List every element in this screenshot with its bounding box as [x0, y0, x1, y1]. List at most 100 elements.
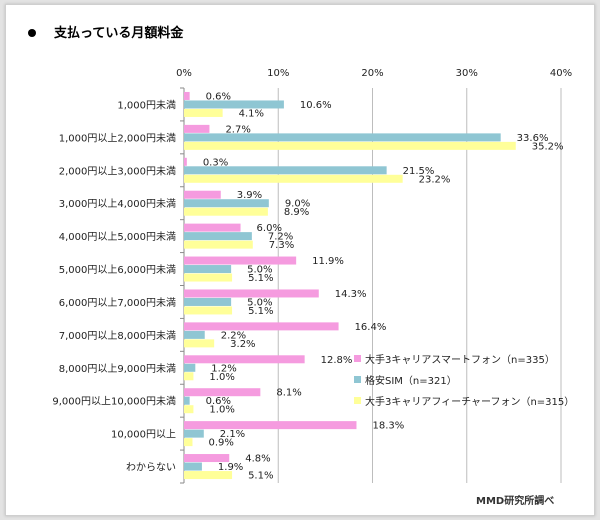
data-label: 4.1% [239, 108, 264, 119]
bar [184, 355, 305, 364]
x-tick-label: 40% [550, 68, 572, 79]
data-label: 14.3% [335, 289, 367, 300]
bar [184, 273, 233, 282]
data-label: 11.9% [312, 256, 344, 267]
data-label: 5.0% [247, 297, 272, 308]
data-label: 21.5% [403, 166, 435, 177]
data-label: 3.2% [230, 339, 255, 350]
bar [184, 133, 501, 142]
legend-swatch [354, 397, 361, 404]
data-label: 0.3% [203, 157, 228, 168]
data-label: 7.3% [269, 240, 294, 251]
bar [184, 265, 232, 274]
data-label: 0.9% [208, 438, 233, 449]
bar [184, 339, 215, 348]
data-label: 1.0% [209, 372, 234, 383]
data-label: 5.1% [248, 273, 273, 284]
data-label: 5.0% [247, 265, 272, 276]
category-label: 3,000円以上4,000円未満 [59, 198, 176, 210]
data-label: 7.2% [268, 232, 293, 243]
data-label: 23.2% [419, 174, 451, 185]
data-label: 1.9% [218, 462, 243, 473]
x-tick-label: 0% [176, 68, 192, 79]
data-label: 0.6% [206, 91, 231, 102]
category-label: 6,000円以上7,000円未満 [59, 297, 176, 309]
category-label: 1,000円以上2,000円未満 [59, 132, 176, 144]
bar [184, 429, 204, 438]
data-label: 4.8% [245, 454, 270, 465]
bar [184, 199, 269, 208]
data-label: 33.6% [517, 133, 549, 144]
bar [184, 141, 516, 150]
data-label: 18.3% [372, 421, 404, 432]
legend-swatch [354, 355, 361, 362]
category-label: わからない [126, 462, 176, 474]
category-label: 9,000円以上10,000円未満 [52, 396, 176, 408]
bar [184, 297, 232, 306]
data-label: 8.1% [276, 388, 301, 399]
bar [184, 256, 297, 265]
source-credit: MMD研究所調べ [476, 496, 555, 507]
x-tick-label: 10% [267, 68, 289, 79]
category-label: 7,000円以上8,000円未満 [59, 330, 176, 342]
chart-frame: 支払っている月額料金 0% 10% 20% 30% 40% 1,000円未満 0.6% 10.… [5, 4, 595, 516]
data-label: 16.4% [355, 322, 387, 333]
data-label: 12.8% [321, 355, 353, 366]
data-label: 0.6% [206, 396, 231, 407]
bar [184, 330, 205, 339]
bar [184, 91, 190, 100]
title-bullet-icon [28, 29, 36, 37]
bar [184, 471, 233, 480]
bar [184, 322, 339, 331]
bar [184, 405, 194, 414]
bar [184, 372, 194, 381]
bar [184, 306, 233, 315]
bar [184, 223, 241, 232]
bar [184, 388, 261, 397]
category-label: 1,000円未満 [117, 99, 176, 111]
data-label: 2.1% [220, 429, 245, 440]
legend-label: 格安SIM（n=321） [365, 374, 457, 387]
legend-label: 大手3キャリアスマートフォン（n=335） [365, 353, 555, 366]
data-label: 5.1% [248, 306, 273, 317]
data-label: 3.9% [237, 190, 262, 201]
bar [184, 363, 196, 372]
bar [184, 438, 193, 447]
category-label: 10,000円以上 [111, 429, 176, 441]
x-tick-label: 20% [361, 68, 383, 79]
bar [184, 421, 357, 430]
bar [184, 396, 190, 405]
category-label: 4,000円以上5,000円未満 [59, 231, 176, 243]
data-label: 10.6% [300, 100, 332, 111]
bar [184, 166, 387, 175]
data-label: 35.2% [532, 141, 564, 152]
data-label: 1.2% [211, 363, 236, 374]
category-label: 5,000円以上6,000円未満 [59, 264, 176, 276]
bar [184, 240, 253, 249]
data-label: 8.9% [284, 207, 309, 218]
data-label: 6.0% [257, 223, 282, 234]
category-label: 8,000円以上9,000円未満 [59, 363, 176, 375]
legend-label: 大手3キャリアフィーチャーフォン（n=315） [365, 395, 574, 408]
data-label: 1.0% [209, 405, 234, 416]
x-tick-label: 30% [456, 68, 478, 79]
bar [184, 174, 403, 183]
data-label: 5.1% [248, 471, 273, 482]
bar [184, 157, 187, 166]
bar [184, 462, 202, 471]
legend-swatch [354, 376, 361, 383]
bar [184, 190, 221, 199]
data-label: 9.0% [285, 199, 310, 210]
data-label: 2.2% [221, 330, 246, 341]
bar [184, 100, 284, 109]
bar [184, 232, 252, 241]
data-label: 2.7% [225, 124, 250, 135]
bar [184, 108, 223, 117]
category-label: 2,000円以上3,000円未満 [59, 165, 176, 177]
bar [184, 207, 268, 216]
bar [184, 289, 319, 298]
bar [184, 124, 210, 133]
chart-title: 支払っている月額料金 [54, 26, 184, 41]
bar-chart: 0% 10% 20% 30% 40% 1,000円未満 0.6% 10.6% 4.1% 1,000… [52, 68, 574, 484]
bar [184, 454, 230, 463]
